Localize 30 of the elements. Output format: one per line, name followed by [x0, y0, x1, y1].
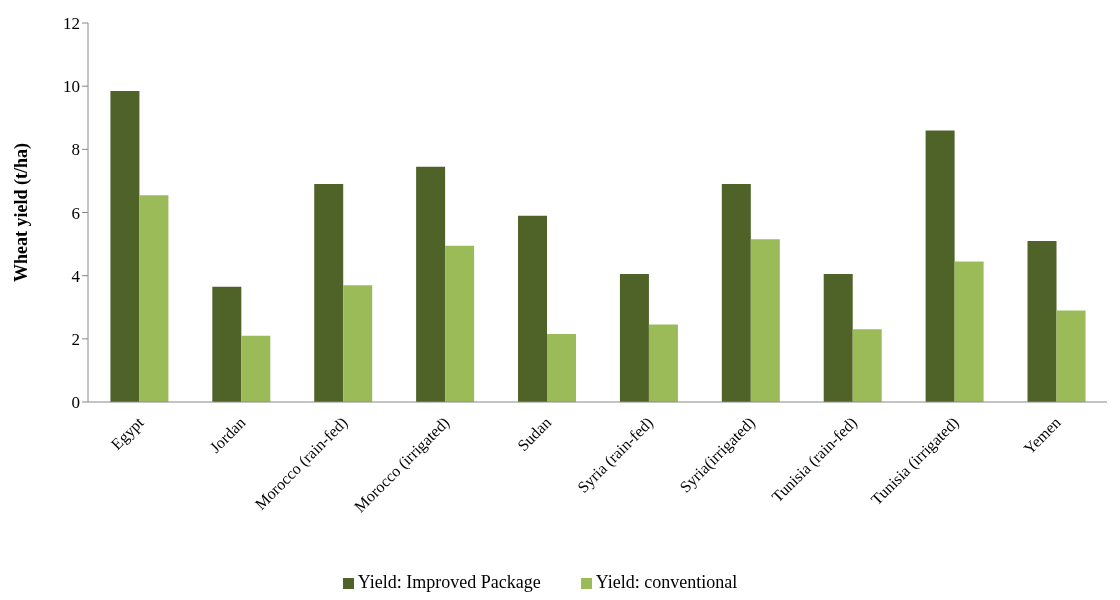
bar	[925, 130, 955, 402]
bar	[823, 274, 853, 402]
y-tick-label: 8	[71, 140, 80, 160]
legend-label: Yield: conventional	[595, 572, 738, 592]
y-tick-label: 0	[71, 393, 80, 413]
bar	[954, 261, 984, 402]
bar	[852, 329, 882, 402]
bar	[721, 184, 751, 402]
bar	[619, 274, 649, 402]
y-tick-label: 2	[71, 329, 80, 349]
bar	[445, 245, 475, 402]
y-tick-label: 4	[71, 266, 81, 286]
y-axis-title: Wheat yield (t/ha)	[11, 143, 33, 282]
legend-label: Yield: Improved Package	[357, 572, 541, 592]
y-tick-label: 12	[63, 14, 80, 34]
y-tick-label: 10	[63, 77, 80, 97]
bar	[314, 184, 344, 402]
bar	[1027, 240, 1057, 402]
bar	[241, 335, 271, 402]
bar	[750, 239, 780, 402]
y-tick-label: 6	[71, 203, 80, 223]
bar	[518, 215, 548, 402]
bar	[343, 285, 373, 402]
bar	[212, 286, 242, 402]
bar	[547, 334, 577, 402]
bar	[1056, 310, 1086, 402]
bar	[416, 166, 446, 402]
bar	[110, 90, 140, 402]
bar	[648, 324, 678, 402]
bar	[139, 195, 169, 402]
